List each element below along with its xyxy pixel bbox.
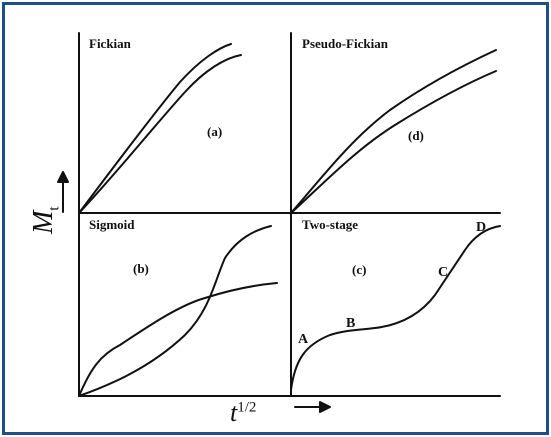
y-axis-label: Mt bbox=[28, 206, 63, 235]
panel-tag-a: (a) bbox=[207, 124, 223, 139]
panel-tag-c: (c) bbox=[352, 262, 367, 277]
pseudo-fickian-curve-lower bbox=[290, 70, 497, 214]
x-axis-label: t1/2 bbox=[230, 398, 257, 427]
panel-title-fickian: Fickian bbox=[89, 36, 131, 51]
panel-title-two-stage: Two-stage bbox=[302, 217, 359, 232]
x-arrow-head bbox=[319, 401, 331, 413]
point-label-d: D bbox=[476, 220, 487, 235]
point-label-b: B bbox=[346, 316, 356, 331]
fickian-curve-upper bbox=[78, 43, 232, 214]
panel-tag-b: (b) bbox=[133, 261, 149, 276]
panel-tag-d: (d) bbox=[408, 128, 424, 143]
y-arrow-head bbox=[57, 171, 69, 183]
panel-title-sigmoid: Sigmoid bbox=[89, 217, 135, 232]
sigmoid-curve-s bbox=[78, 225, 272, 397]
fickian-curve-lower bbox=[78, 54, 242, 214]
panel-title-pseudo-fickian: Pseudo-Fickian bbox=[302, 36, 388, 51]
sigmoid-curve-concave bbox=[78, 282, 278, 397]
point-label-c: C bbox=[438, 265, 449, 280]
point-label-a: A bbox=[298, 332, 309, 347]
two-stage-curve bbox=[290, 225, 501, 391]
pseudo-fickian-curve-upper bbox=[290, 49, 497, 214]
